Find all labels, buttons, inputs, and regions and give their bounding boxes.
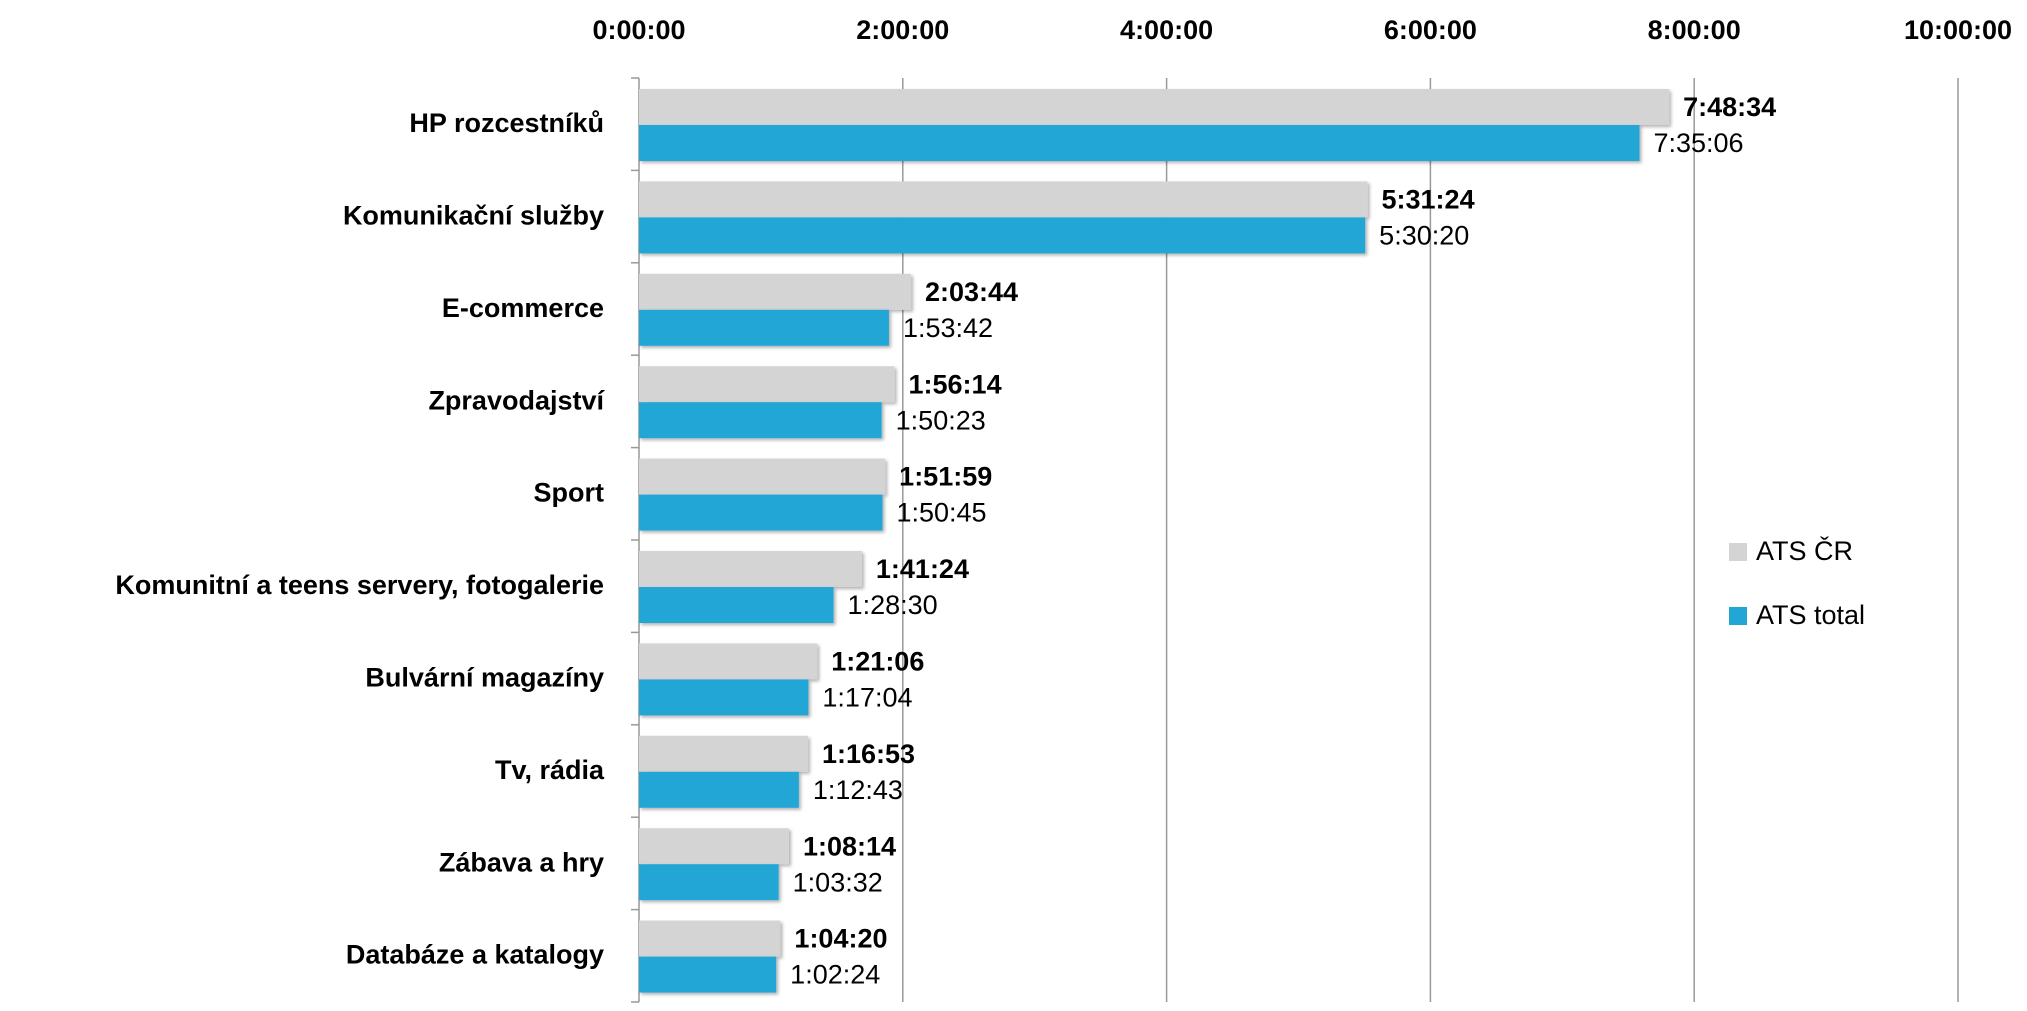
x-tick-label: 10:00:00: [1904, 15, 2012, 45]
category-label: Zábava a hry: [439, 847, 604, 877]
category-label: HP rozcestníků: [409, 108, 604, 138]
bar: [639, 217, 1366, 254]
bar: [639, 956, 777, 993]
x-tick-label: 0:00:00: [592, 15, 685, 45]
category-label: Zpravodajství: [428, 385, 605, 415]
bar: [639, 181, 1368, 218]
x-tick-label: 6:00:00: [1384, 15, 1477, 45]
bar: [639, 587, 834, 623]
category-label: E-commerce: [442, 293, 604, 323]
category-label: Komunikační služby: [343, 201, 604, 231]
data-label: 7:35:06: [1653, 128, 1743, 158]
data-label: 1:53:42: [903, 313, 993, 343]
bar: [639, 920, 781, 957]
data-label: 1:02:24: [790, 960, 880, 990]
data-label: 1:08:14: [803, 831, 896, 861]
x-tick-label: 8:00:00: [1648, 15, 1741, 45]
data-label: 1:50:45: [896, 498, 986, 528]
bar: [639, 125, 1640, 161]
x-tick-label: 4:00:00: [1120, 15, 1213, 45]
data-label: 1:16:53: [822, 739, 915, 769]
bar: [639, 643, 818, 680]
legend-label: ATS ČR: [1756, 535, 1853, 566]
data-label: 1:03:32: [793, 867, 883, 897]
bar: [639, 735, 809, 772]
bar: [639, 771, 799, 808]
bar: [639, 458, 886, 495]
data-label: 7:48:34: [1683, 92, 1776, 122]
data-label: 2:03:44: [925, 277, 1018, 307]
data-label: 1:51:59: [899, 462, 992, 492]
data-label: 1:56:14: [909, 369, 1002, 399]
category-label: Tv, rádia: [495, 755, 605, 785]
data-label: 1:50:23: [896, 405, 986, 435]
category-label: Komunitní a teens servery, fotogalerie: [115, 570, 604, 600]
category-label: Bulvární magazíny: [365, 663, 604, 693]
data-label: 1:12:43: [813, 775, 903, 805]
bar: [639, 402, 882, 439]
data-label: 5:30:20: [1379, 221, 1469, 251]
bar: [639, 679, 809, 716]
category-label: Sport: [534, 478, 605, 508]
bar: [639, 864, 779, 901]
data-label: 1:17:04: [822, 683, 912, 713]
bar: [639, 309, 889, 346]
x-tick-label: 2:00:00: [856, 15, 949, 45]
bar: [639, 89, 1670, 125]
bar: [639, 494, 883, 531]
bar: [639, 828, 789, 865]
data-label: 1:41:24: [876, 554, 969, 584]
category-label: Databáze a katalogy: [346, 940, 604, 970]
legend-swatch: [1729, 607, 1747, 625]
bar: [639, 273, 912, 310]
bar: [639, 551, 862, 587]
data-label: 1:04:20: [794, 924, 887, 954]
legend-label: ATS total: [1756, 600, 1865, 630]
data-label: 5:31:24: [1382, 185, 1475, 215]
data-label: 1:21:06: [831, 647, 924, 677]
data-label: 1:28:30: [848, 590, 938, 620]
legend-swatch: [1729, 543, 1747, 561]
bar: [639, 366, 895, 403]
